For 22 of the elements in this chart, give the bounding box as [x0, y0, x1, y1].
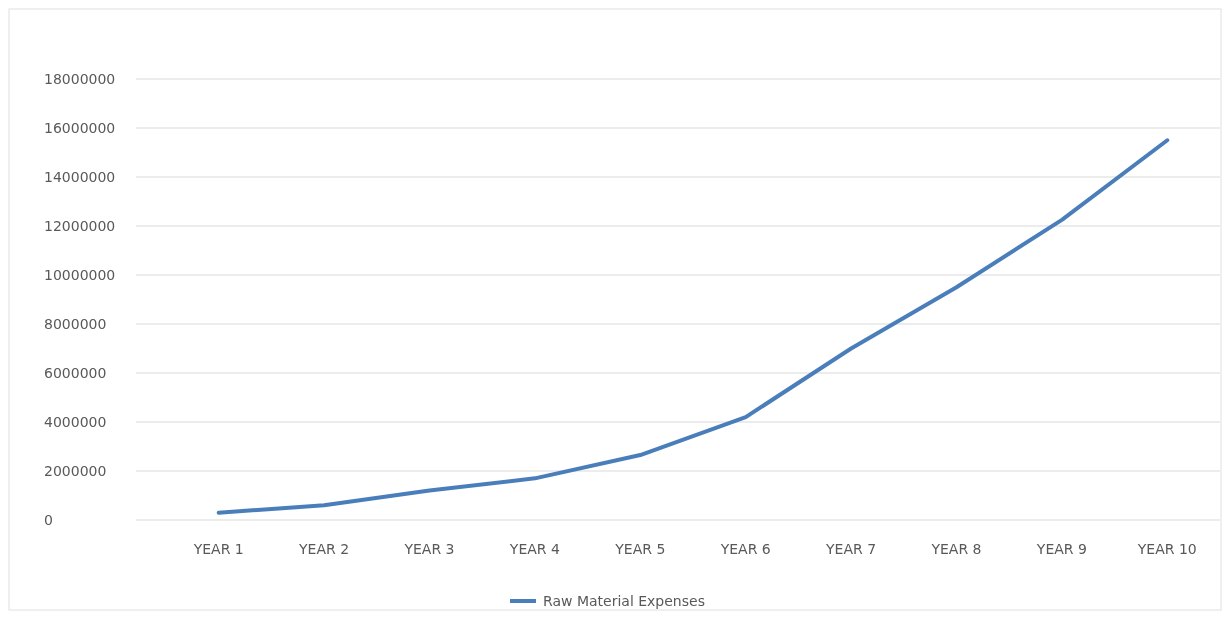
- x-tick-label: YEAR 4: [508, 541, 561, 557]
- x-tick-label: YEAR 7: [825, 541, 877, 557]
- y-tick-label: 2000000: [44, 462, 107, 479]
- x-tick-label: YEAR 2: [298, 541, 350, 557]
- y-tick-label: 12000000: [44, 217, 116, 234]
- y-tick-label: 8000000: [44, 315, 107, 332]
- x-tick-label: YEAR 9: [1035, 541, 1087, 557]
- x-tick-label: YEAR 10: [1136, 541, 1197, 557]
- y-tick-label: 16000000: [44, 119, 116, 136]
- y-tick-label: 6000000: [44, 364, 107, 381]
- x-tick-label: YEAR 8: [930, 541, 982, 557]
- y-tick-label: 4000000: [44, 413, 107, 430]
- x-tick-label: YEAR 3: [403, 541, 455, 557]
- x-tick-label: YEAR 6: [719, 541, 771, 557]
- y-tick-label: 18000000: [44, 70, 116, 87]
- x-tick-label: YEAR 5: [614, 541, 666, 557]
- x-tick-label: YEAR 1: [192, 541, 244, 557]
- line-series: [216, 138, 1170, 515]
- y-tick-label: 10000000: [44, 266, 116, 283]
- legend-label: Raw Material Expenses: [543, 592, 705, 609]
- y-tick-label: 14000000: [44, 168, 116, 185]
- y-tick-label: 0: [44, 511, 53, 528]
